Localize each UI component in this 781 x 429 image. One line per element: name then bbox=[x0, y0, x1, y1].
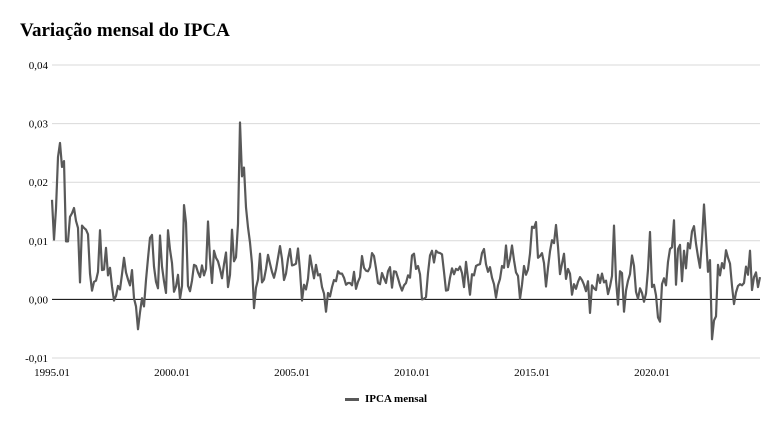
x-tick-label: 2015.01 bbox=[514, 367, 550, 379]
x-tick-label: 1995.01 bbox=[34, 367, 70, 379]
grid-lines bbox=[52, 64, 760, 359]
series-group bbox=[50, 121, 762, 341]
x-tick-label: 2000.01 bbox=[154, 367, 190, 379]
legend-swatch bbox=[345, 397, 359, 401]
legend-label: IPCA mensal bbox=[365, 393, 428, 405]
legend: IPCA mensal bbox=[345, 393, 427, 405]
x-tick-label: 2020.01 bbox=[634, 367, 670, 379]
chart-title: Variação mensal do IPCA bbox=[20, 20, 230, 41]
y-tick-label: 0,02 bbox=[29, 177, 48, 189]
x-tick-label: 2010.01 bbox=[394, 367, 430, 379]
y-tick-label: 0,00 bbox=[29, 294, 49, 306]
y-tick-label: 0,03 bbox=[29, 119, 49, 131]
y-tick-label: 0,01 bbox=[29, 236, 48, 248]
y-tick-label: -0,01 bbox=[25, 353, 48, 365]
axis-tick-labels: -0,01 0,00 0,01 0,02 0,03 0,04 1995.01 2000.01 2… bbox=[25, 60, 670, 379]
series-line-ipca-mensal bbox=[50, 121, 762, 341]
x-tick-label: 2005.01 bbox=[274, 367, 310, 379]
y-tick-label: 0,04 bbox=[29, 60, 49, 72]
